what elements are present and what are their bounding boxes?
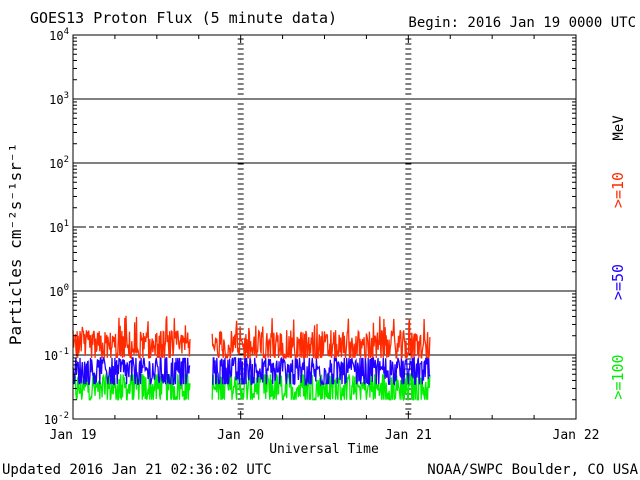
threshold-lines [73, 98, 576, 356]
x-tick-label: Jan 20 [217, 428, 264, 443]
y-tick-label: 104 [49, 27, 69, 43]
series-line-ge50 [72, 356, 191, 387]
updated-timestamp: Updated 2016 Jan 21 02:36:02 UTC [2, 462, 272, 478]
flux-series [72, 315, 431, 402]
chart-title: GOES13 Proton Flux (5 minute data) [30, 9, 337, 27]
series-line-ge10 [211, 316, 431, 360]
legend-unit: MeV [611, 115, 627, 141]
y-tick-label: 102 [49, 155, 69, 171]
y-tick-label: 101 [49, 219, 69, 235]
y-tick-label: 103 [49, 91, 69, 107]
y-tick-label: 10-1 [44, 347, 69, 363]
begin-label: Begin: 2016 Jan 19 0000 UTC [408, 15, 636, 31]
x-tick-label: Jan 19 [50, 428, 97, 443]
legend-ge10: >=10 [609, 172, 627, 208]
legend-ge100: >=100 [609, 354, 627, 399]
y-tick-label: 10-2 [44, 411, 69, 427]
legend-ge50: >=50 [609, 264, 627, 300]
x-tick-label: Jan 21 [385, 428, 432, 443]
y-axis-ticks: 104 103 102 101 100 10-1 10-2 [44, 27, 576, 427]
credit-label: NOAA/SWPC Boulder, CO USA [427, 462, 638, 478]
y-tick-label: 100 [49, 283, 69, 299]
series-line-ge50 [212, 355, 431, 387]
y-axis-label: Particles cm⁻²s⁻¹sr⁻¹ [6, 143, 25, 345]
series-line-ge10 [72, 315, 191, 361]
x-tick-label: Jan 22 [553, 428, 600, 443]
x-axis-label: Universal Time [269, 442, 379, 457]
x-axis-ticks: Jan 19 Jan 20 Jan 21 Jan 22 [50, 35, 600, 443]
